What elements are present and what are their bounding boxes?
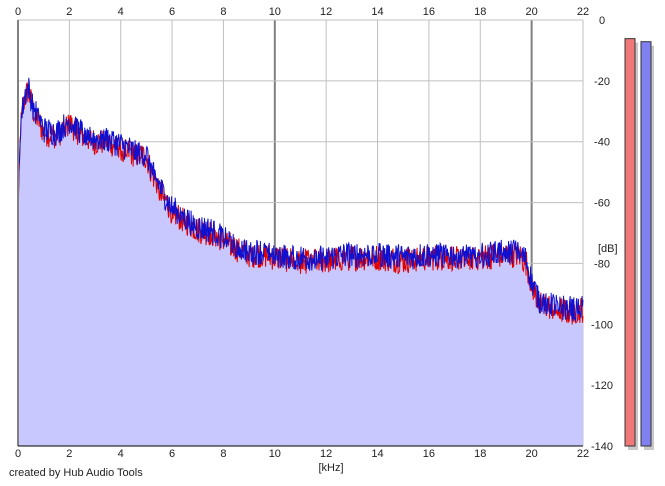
x-tick-label-bottom: 4 <box>118 448 124 460</box>
x-tick-label-top: 18 <box>474 6 486 18</box>
x-tick-label-top: 14 <box>371 6 383 18</box>
x-tick-label-top: 8 <box>220 6 226 18</box>
x-tick-label-bottom: 16 <box>423 448 435 460</box>
x-tick-label-top: 20 <box>526 6 538 18</box>
x-tick-label-top: 12 <box>320 6 332 18</box>
level-meter-left <box>624 38 636 447</box>
trace-left <box>17 81 584 325</box>
x-axis-label: [kHz] <box>318 462 343 474</box>
x-tick-label-bottom: 18 <box>474 448 486 460</box>
x-tick-label-top: 16 <box>423 6 435 18</box>
y-tick-label: -40 <box>594 137 610 149</box>
level-meters <box>624 38 654 451</box>
x-tick-label-top: 0 <box>15 6 21 18</box>
x-tick-label-bottom: 20 <box>526 448 538 460</box>
x-tick-label-top: 22 <box>577 6 589 18</box>
spectrum-traces <box>17 77 584 325</box>
y-tick-label: -120 <box>591 380 613 392</box>
x-tick-label-bottom: 12 <box>320 448 332 460</box>
x-tick-label-top: 10 <box>269 6 281 18</box>
x-tick-labels-top: 0 2 4 6 8 10 12 14 16 18 20 22 <box>15 6 589 18</box>
x-tick-label-bottom: 8 <box>220 448 226 460</box>
y-tick-label: -80 <box>594 258 610 270</box>
y-tick-label: -140 <box>591 441 613 453</box>
x-tick-labels-bottom: 0 2 4 6 8 10 12 14 16 18 20 22 <box>15 448 589 460</box>
y-tick-label: 0 <box>599 15 605 27</box>
y-tick-label: -20 <box>594 76 610 88</box>
x-tick-label-bottom: 10 <box>269 448 281 460</box>
y-tick-labels: 0 -20 -40 -60 -80 -100 -120 -140 <box>591 15 613 453</box>
y-tick-label: -60 <box>594 198 610 210</box>
x-tick-label-bottom: 0 <box>15 448 21 460</box>
x-tick-label-top: 2 <box>66 6 72 18</box>
x-tick-label-bottom: 6 <box>169 448 175 460</box>
y-tick-label: -100 <box>591 319 613 331</box>
credit-text: created by Hub Audio Tools <box>9 467 143 479</box>
y-axis-label: [dB] <box>598 243 618 255</box>
x-tick-label-bottom: 22 <box>577 448 589 460</box>
trace-right <box>17 77 584 322</box>
x-tick-label-top: 4 <box>118 6 124 18</box>
level-meter-right <box>640 41 652 447</box>
x-tick-label-bottom: 2 <box>66 448 72 460</box>
x-tick-label-bottom: 14 <box>371 448 383 460</box>
x-tick-label-top: 6 <box>169 6 175 18</box>
plot-frame <box>17 20 583 447</box>
